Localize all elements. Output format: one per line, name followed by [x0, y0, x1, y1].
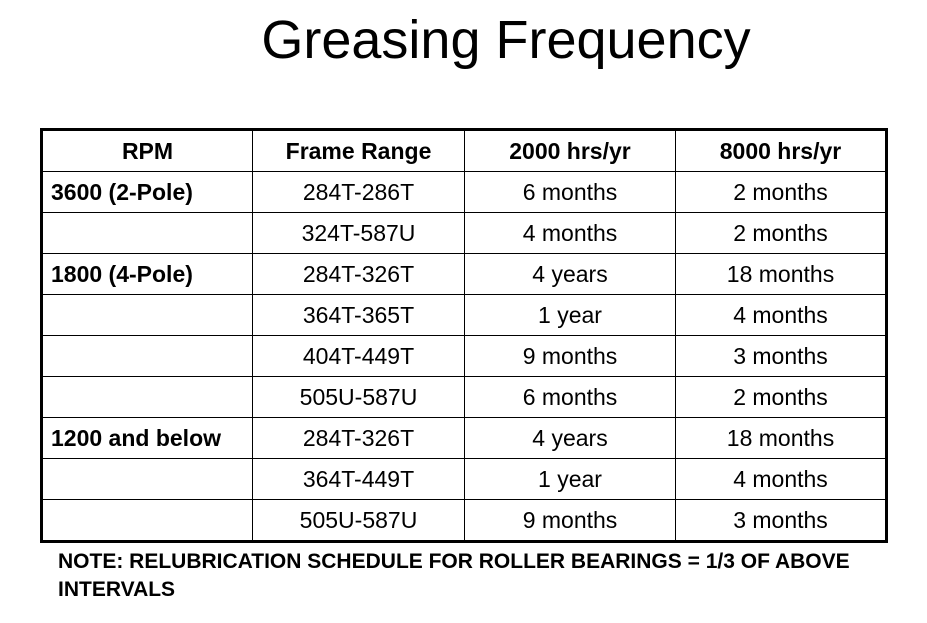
- frame-range-cell: 505U-587U: [252, 376, 465, 418]
- interval-8000-cell: 18 months: [675, 253, 887, 295]
- rpm-cell: [41, 294, 253, 336]
- interval-2000-cell: 4 years: [464, 417, 676, 459]
- interval-8000-cell: 18 months: [675, 417, 887, 459]
- interval-8000-cell: 4 months: [675, 458, 887, 500]
- column-header-frame-range: Frame Range: [252, 129, 465, 172]
- table-row: 324T-587U 4 months 2 months: [41, 212, 887, 254]
- interval-2000-cell: 9 months: [464, 335, 676, 377]
- rpm-cell: [41, 335, 253, 377]
- interval-8000-cell: 3 months: [675, 499, 887, 542]
- table-row: 505U-587U 9 months 3 months: [41, 499, 887, 542]
- table-row: 3600 (2-Pole) 284T-286T 6 months 2 month…: [41, 171, 887, 213]
- frame-range-cell: 284T-326T: [252, 253, 465, 295]
- interval-2000-cell: 9 months: [464, 499, 676, 542]
- rpm-cell: [41, 212, 253, 254]
- interval-2000-cell: 4 months: [464, 212, 676, 254]
- frame-range-cell: 284T-326T: [252, 417, 465, 459]
- table-header-row: RPM Frame Range 2000 hrs/yr 8000 hrs/yr: [41, 129, 887, 172]
- table-row: 1800 (4-Pole) 284T-326T 4 years 18 month…: [41, 253, 887, 295]
- column-header-rpm: RPM: [41, 129, 253, 172]
- table-row: 1200 and below 284T-326T 4 years 18 mont…: [41, 417, 887, 459]
- interval-2000-cell: 1 year: [464, 458, 676, 500]
- rpm-cell: [41, 499, 253, 542]
- rpm-cell: 3600 (2-Pole): [41, 171, 253, 213]
- interval-2000-cell: 6 months: [464, 171, 676, 213]
- frame-range-cell: 404T-449T: [252, 335, 465, 377]
- column-header-8000-hrs: 8000 hrs/yr: [675, 129, 887, 172]
- greasing-frequency-table: RPM Frame Range 2000 hrs/yr 8000 hrs/yr …: [40, 128, 888, 543]
- relubrication-note: NOTE: RELUBRICATION SCHEDULE FOR ROLLER …: [58, 550, 850, 601]
- interval-8000-cell: 2 months: [675, 376, 887, 418]
- rpm-cell: [41, 376, 253, 418]
- interval-8000-cell: 3 months: [675, 335, 887, 377]
- interval-2000-cell: 6 months: [464, 376, 676, 418]
- table-row: 364T-365T 1 year 4 months: [41, 294, 887, 336]
- frame-range-cell: 324T-587U: [252, 212, 465, 254]
- interval-8000-cell: 2 months: [675, 171, 887, 213]
- interval-2000-cell: 1 year: [464, 294, 676, 336]
- interval-2000-cell: 4 years: [464, 253, 676, 295]
- frame-range-cell: 505U-587U: [252, 499, 465, 542]
- rpm-cell: [41, 458, 253, 500]
- page-title: Greasing Frequency: [261, 10, 751, 70]
- column-header-2000-hrs: 2000 hrs/yr: [464, 129, 676, 172]
- table-row: 404T-449T 9 months 3 months: [41, 335, 887, 377]
- frame-range-cell: 284T-286T: [252, 171, 465, 213]
- frame-range-cell: 364T-365T: [252, 294, 465, 336]
- table-row: 505U-587U 6 months 2 months: [41, 376, 887, 418]
- interval-8000-cell: 2 months: [675, 212, 887, 254]
- table-row: 364T-449T 1 year 4 months: [41, 458, 887, 500]
- rpm-cell: 1200 and below: [41, 417, 253, 459]
- interval-8000-cell: 4 months: [675, 294, 887, 336]
- rpm-cell: 1800 (4-Pole): [41, 253, 253, 295]
- frame-range-cell: 364T-449T: [252, 458, 465, 500]
